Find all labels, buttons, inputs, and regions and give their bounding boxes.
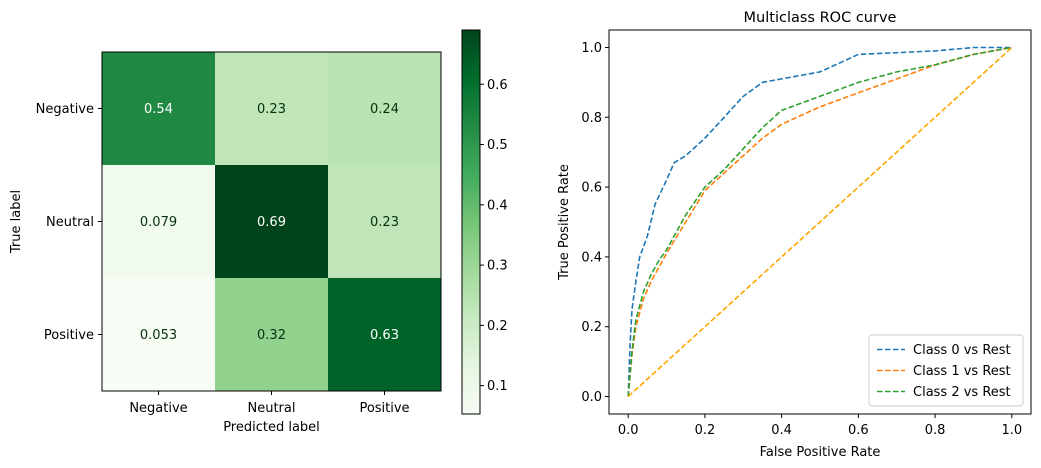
roc-legend-label: Class 1 vs Rest <box>913 364 1011 379</box>
roc-x-tick-label: 0.4 <box>771 423 792 438</box>
confusion-matrix-y-tick-label: Negative <box>36 102 94 117</box>
confusion-matrix-cell-value: 0.32 <box>257 328 286 343</box>
colorbar-tick-label: 0.3 <box>487 259 508 274</box>
confusion-matrix-x-axis-label: Predicted label <box>223 420 320 435</box>
confusion-matrix-cell <box>328 52 442 166</box>
confusion-matrix-cell-value: 0.24 <box>370 102 399 117</box>
roc-legend-label: Class 0 vs Rest <box>913 343 1011 358</box>
roc-legend-label: Class 2 vs Rest <box>913 385 1011 400</box>
confusion-matrix-cell <box>102 165 216 279</box>
colorbar: 0.1 0.2 0.3 0.4 0.5 0.6 <box>461 29 508 415</box>
roc-x-tick-label: 1.0 <box>1001 423 1022 438</box>
colorbar-ticks: 0.1 0.2 0.3 0.4 0.5 0.6 <box>480 78 508 394</box>
confusion-matrix-x-tick-label: Negative <box>129 401 187 416</box>
confusion-matrix-chart: 0.54 0.23 0.24 0.079 0.69 0.23 0.053 0.32 0.63 N… <box>9 51 442 435</box>
roc-chart: Multiclass ROC curve 0.0 0.2 0.4 0.6 0.8 1.00… <box>557 10 1032 460</box>
confusion-matrix-cell-value: 0.053 <box>140 328 177 343</box>
roc-y-tick-label: 0.8 <box>581 111 602 126</box>
roc-chart-title: Multiclass ROC curve <box>744 10 897 26</box>
confusion-matrix-cell <box>215 52 329 166</box>
roc-x-tick-label: 0.8 <box>925 423 946 438</box>
roc-series-lines <box>627 46 1013 398</box>
roc-series-line <box>627 46 1012 397</box>
roc-x-axis-label: False Positive Rate <box>760 445 881 460</box>
confusion-matrix-cell <box>102 278 216 392</box>
roc-y-tick-label: 0.6 <box>581 181 602 196</box>
colorbar-gradient <box>462 30 480 414</box>
roc-y-axis-label: True Positive Rate <box>557 164 572 281</box>
roc-plot-frame <box>608 29 1032 415</box>
roc-axis-ticks: 0.0 0.2 0.4 0.6 0.8 1.0 0.0 0.2 0.4 0.6 0.8 1.0 <box>581 41 1022 438</box>
confusion-matrix-cell <box>328 278 442 392</box>
roc-y-tick-label: 1.0 <box>581 41 602 56</box>
confusion-matrix-cell-value: 0.079 <box>140 215 177 230</box>
roc-y-tick-label: 0.2 <box>581 320 602 335</box>
roc-x-tick-label: 0.6 <box>848 423 869 438</box>
confusion-matrix-y-axis-label: True label <box>9 190 24 254</box>
confusion-matrix-cell <box>102 52 216 166</box>
confusion-matrix-ticks: Negative Neutral Positive Negative Neutral Po… <box>36 102 410 416</box>
roc-y-tick-label: 0.4 <box>581 250 602 265</box>
confusion-matrix-cells: 0.54 0.23 0.24 0.079 0.69 0.23 0.053 0.32 0.63 <box>102 52 442 392</box>
confusion-matrix-cell-value: 0.23 <box>370 215 399 230</box>
roc-series-line <box>627 46 1012 397</box>
colorbar-tick-label: 0.4 <box>487 198 508 213</box>
confusion-matrix-cell <box>215 278 329 392</box>
roc-x-tick-label: 0.0 <box>618 423 639 438</box>
roc-reference-diagonal-line <box>627 46 1013 398</box>
colorbar-tick-label: 0.5 <box>487 138 508 153</box>
confusion-matrix-x-tick-label: Neutral <box>248 401 296 416</box>
confusion-matrix-cell-value: 0.54 <box>144 102 173 117</box>
roc-series-line <box>627 46 1012 397</box>
confusion-matrix-y-tick-label: Neutral <box>46 215 94 230</box>
colorbar-tick-label: 0.1 <box>487 379 508 394</box>
roc-y-tick-label: 0.0 <box>581 390 602 405</box>
confusion-matrix-cell-value: 0.69 <box>257 215 286 230</box>
confusion-matrix-cell <box>328 165 442 279</box>
colorbar-frame <box>461 29 481 415</box>
confusion-matrix-x-tick-label: Positive <box>359 401 409 416</box>
roc-x-tick-label: 0.2 <box>695 423 716 438</box>
confusion-matrix-cell-value: 0.63 <box>370 328 399 343</box>
confusion-matrix-y-tick-label: Positive <box>44 328 94 343</box>
colorbar-tick-label: 0.6 <box>487 78 508 93</box>
roc-legend-box <box>868 334 1024 407</box>
roc-legend: Class 0 vs Rest Class 1 vs Rest Class 2 vs… <box>868 334 1024 407</box>
colorbar-tick-label: 0.2 <box>487 319 508 334</box>
confusion-matrix-cell <box>215 165 329 279</box>
confusion-matrix-cell-value: 0.23 <box>257 102 286 117</box>
